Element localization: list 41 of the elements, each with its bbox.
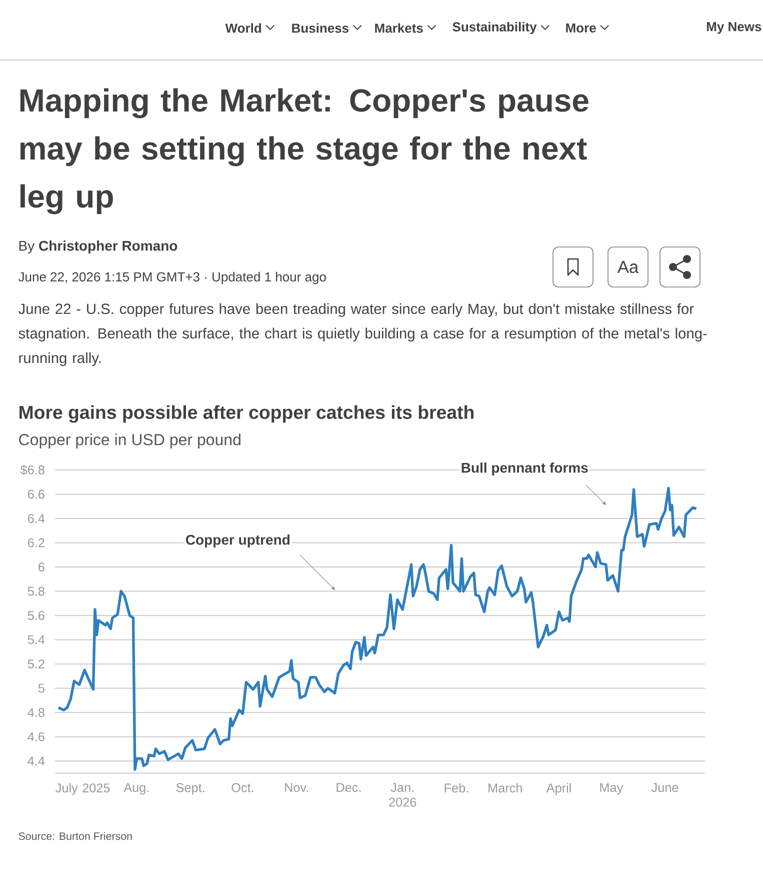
text: More	[566, 23, 596, 33]
annotation: Copper uptrend	[186, 534, 290, 548]
x-tick-label: July 2025	[56, 783, 110, 795]
x-tick-label: Feb.	[444, 783, 468, 792]
y-tick-label: 5.2	[28, 660, 44, 668]
x-tick-label: May	[600, 783, 624, 795]
annotation: Bull pennant forms	[462, 462, 588, 476]
y-tick-label: 5.4	[28, 635, 45, 644]
y-tick-label: 6	[38, 562, 44, 572]
y-tick-label: 5.8	[28, 586, 44, 596]
x-tick-label: Nov.	[285, 783, 308, 792]
x-tick-label: Aug.	[124, 783, 149, 795]
x-tick-label: Sept.	[176, 783, 204, 795]
y-tick-label: 5.6	[28, 611, 44, 620]
text: World	[225, 23, 262, 33]
x-tick-label: June	[651, 783, 678, 792]
y-tick-label: 4.8	[28, 708, 44, 717]
text: My News	[706, 22, 762, 34]
source-note: Source: Burton Frierson	[18, 832, 132, 840]
text: June 22, 2026 1:15 PM GMT+3 · Updated 1 hour ago	[18, 272, 326, 284]
y-tick-label: 4.4	[28, 756, 45, 766]
x-tick-label: Oct.	[232, 783, 254, 792]
y-tick-label: 6.6	[28, 490, 44, 499]
x-tick-label: Dec.	[336, 783, 361, 792]
y-tick-label: $6.8	[20, 464, 44, 476]
text: Aa	[617, 260, 639, 274]
y-tick-label: 4.6	[28, 732, 44, 742]
y-tick-label: 5	[38, 684, 44, 693]
x-tick-label: March	[488, 783, 522, 792]
text: By Christopher Romano	[19, 240, 178, 254]
chart-title: More gains possible after copper catches its breath	[20, 405, 474, 423]
text: Sustainability	[452, 22, 537, 34]
chart-subtitle: Copper price in USD per pound	[19, 434, 240, 448]
y-tick-label: 6.4	[28, 514, 45, 523]
text: June 22 - U.S. copper futures have been treading water since early May, but don't mistake stillness for stagnation. Beneath the surface, the chart is quietly building a case for a resumption of the metal's long-running rally.	[18, 303, 707, 366]
text: Markets	[375, 23, 423, 33]
x-tick-label: April	[546, 783, 571, 795]
y-tick-label: 6.2	[28, 538, 44, 548]
text: Mapping the Market: Copper's pause may be setting the stage for the next leg up	[20, 88, 588, 214]
x-tick-label: Jan. 2026	[389, 783, 416, 807]
text: Business	[292, 23, 349, 33]
